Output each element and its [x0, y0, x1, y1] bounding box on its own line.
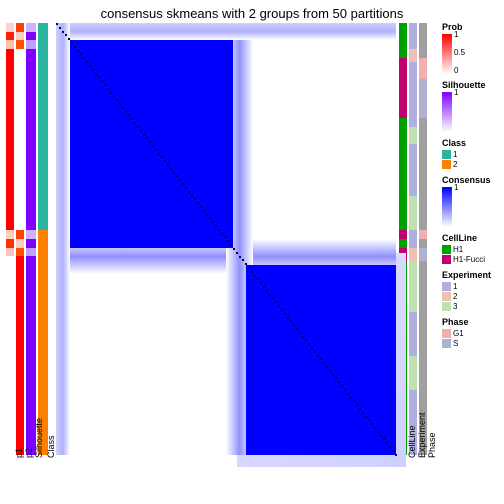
annotation-class [38, 23, 48, 455]
xlabel-p2: p2 [24, 448, 34, 458]
annotation-silhouette [26, 23, 36, 455]
legend-class: Class12 [442, 138, 502, 169]
xlabel-experiment: Experiment [417, 412, 427, 458]
annotation-p1 [6, 23, 14, 455]
legend-silhouette: Silhouette1 [442, 80, 502, 132]
plot-area [6, 23, 504, 455]
annotation-p2 [16, 23, 24, 455]
legend-cellline: CellLineH1H1-Fucci [442, 233, 502, 264]
legend-experiment: Experiment123 [442, 270, 502, 311]
annotation-phase [419, 23, 427, 455]
xlabel-cellline: CellLine [407, 425, 417, 458]
legend-prob: Prob10.50 [442, 22, 502, 74]
xlabel-silhouette: Silhouette [34, 418, 44, 458]
xlabel-class: Class [46, 435, 56, 458]
legend-phase: PhaseG1S [442, 317, 502, 348]
plot-title: consensus skmeans with 2 groups from 50 … [0, 0, 504, 23]
legend-panel: Prob10.50 Silhouette1 Class12 Consensus1 Cel… [442, 22, 502, 354]
figure: consensus skmeans with 2 groups from 50 … [0, 0, 504, 504]
xlabel-phase: Phase [427, 432, 437, 458]
consensus-heatmap [56, 23, 396, 455]
annotation-experiment [409, 23, 417, 455]
legend-consensus: Consensus1 [442, 175, 502, 227]
xlabel-p1: p1 [14, 448, 24, 458]
